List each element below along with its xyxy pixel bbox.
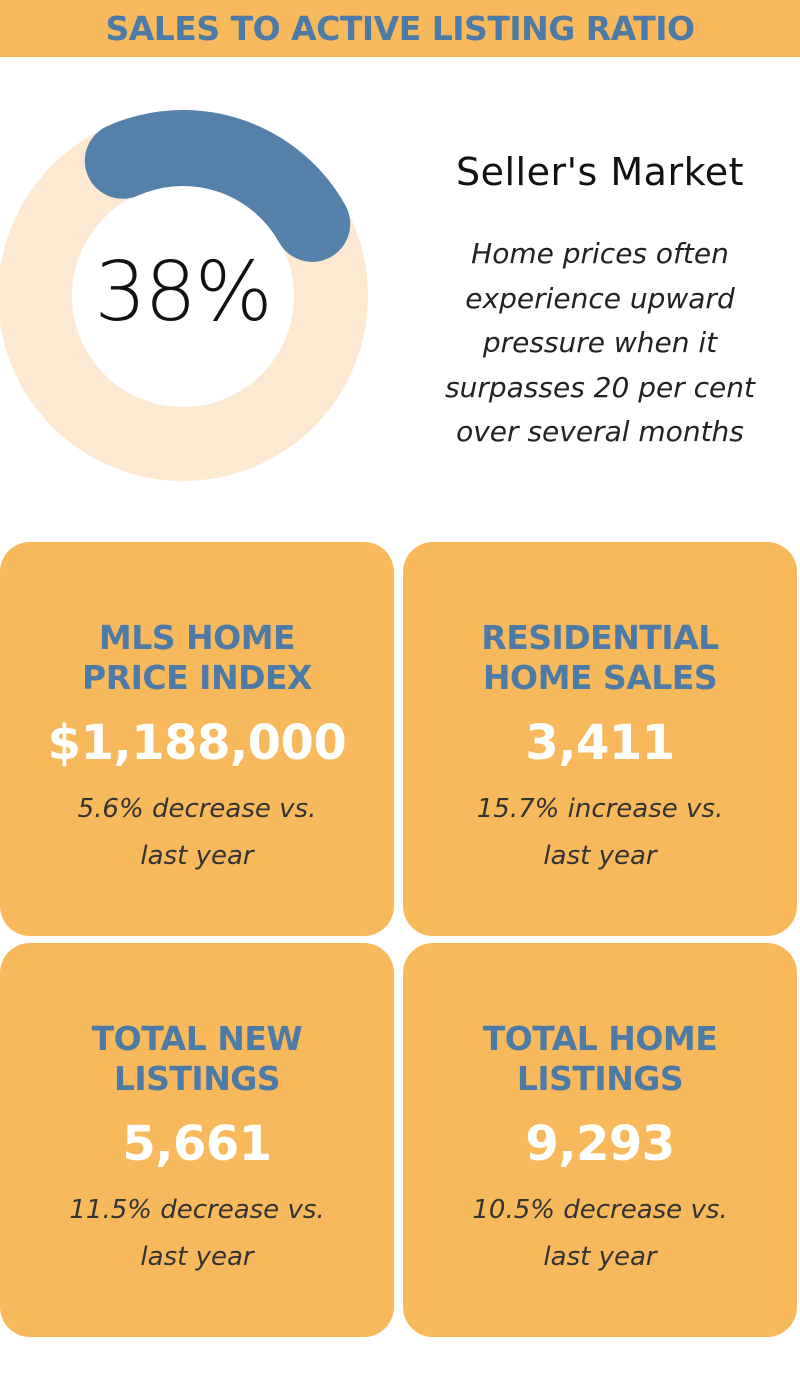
card-change-note: 15.7% increase vs. last year	[476, 794, 724, 871]
card-value: 3,411	[525, 715, 675, 771]
market-status-title: Seller's Market	[455, 150, 745, 194]
donut-fill-arc	[84, 110, 351, 262]
header-banner: SALES TO ACTIVE LISTING RATIO	[0, 0, 800, 57]
card-title: RESIDENTIAL HOME SALES	[481, 618, 719, 697]
card-value: 9,293	[525, 1116, 675, 1172]
ratio-value: 38%	[94, 245, 272, 340]
page-title: SALES TO ACTIVE LISTING RATIO	[105, 9, 695, 48]
stat-card-new-listings: TOTAL NEW LISTINGS 5,661 11.5% decrease …	[0, 943, 394, 1337]
card-value: $1,188,000	[47, 715, 347, 771]
card-title: MLS HOME PRICE INDEX	[82, 618, 312, 697]
card-change-note: 10.5% decrease vs. last year	[472, 1195, 728, 1272]
ratio-donut-chart	[0, 110, 368, 481]
market-status-description: Home prices often experience upward pres…	[445, 237, 755, 448]
card-change-note: 11.5% decrease vs. last year	[69, 1195, 325, 1272]
card-title: TOTAL HOME LISTINGS	[482, 1019, 718, 1098]
stat-card-total-listings: TOTAL HOME LISTINGS 9,293 10.5% decrease…	[403, 943, 797, 1337]
card-value: 5,661	[122, 1116, 272, 1172]
card-title: TOTAL NEW LISTINGS	[91, 1019, 303, 1098]
card-change-note: 5.6% decrease vs. last year	[77, 794, 317, 871]
stat-card-price-index: MLS HOME PRICE INDEX $1,188,000 5.6% dec…	[0, 542, 394, 936]
stat-card-residential-sales: RESIDENTIAL HOME SALES 3,411 15.7% incre…	[403, 542, 797, 936]
